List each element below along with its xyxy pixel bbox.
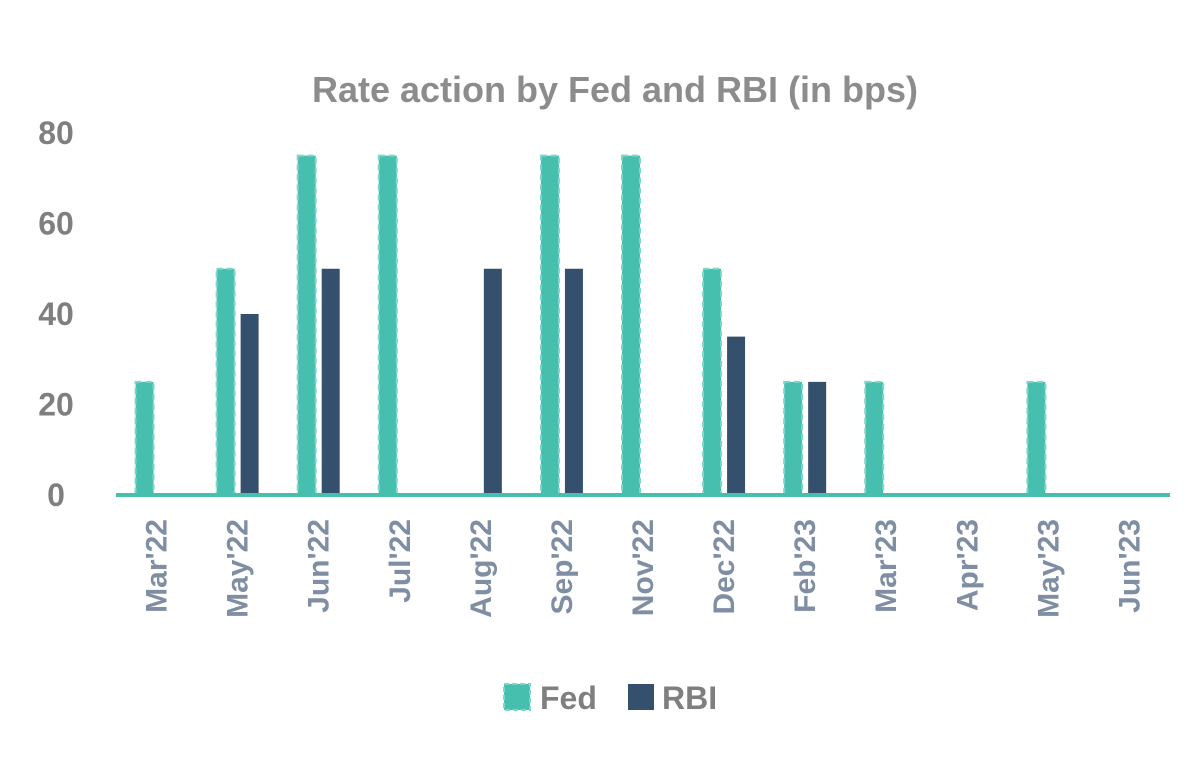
bars <box>134 154 1047 496</box>
x-tick-label: Apr'23 <box>951 519 984 611</box>
x-tick-label: Jul'22 <box>384 519 417 603</box>
y-tick-label: 0 <box>47 477 65 513</box>
bar-rbi <box>321 268 340 495</box>
bar-fed <box>134 380 155 496</box>
x-tick-label: May'23 <box>1032 519 1065 618</box>
bar-rbi <box>483 268 502 495</box>
y-tick-label: 80 <box>38 115 74 151</box>
legend-label-rbi: RBI <box>662 680 717 716</box>
bar-rbi <box>727 336 746 495</box>
x-tick-label: Mar'23 <box>870 519 903 613</box>
bar-fed <box>539 154 560 496</box>
x-tick-label: May'22 <box>222 519 255 618</box>
bar-fed <box>377 154 398 496</box>
bar-fed <box>864 380 885 496</box>
legend-swatch-fed <box>503 683 531 711</box>
x-tick-label: Mar'22 <box>141 519 174 613</box>
bar-fed <box>215 267 236 496</box>
bar-rbi <box>564 268 583 495</box>
x-tick-label: Dec'22 <box>708 519 741 615</box>
x-tick-label: Jun'22 <box>303 519 336 613</box>
legend-label-fed: Fed <box>540 680 597 716</box>
x-axis-ticks: Mar'22 May'22 Jun'22 Jul'22 Aug'22 Sep'22 Nov'… <box>141 519 1147 618</box>
bar-fed <box>1026 380 1047 496</box>
bar-fed <box>621 154 641 496</box>
bar-fed <box>783 380 804 496</box>
x-tick-label: Feb'23 <box>789 519 822 613</box>
legend: Fed RBI <box>503 680 717 716</box>
x-tick-label: Nov'22 <box>627 519 660 616</box>
legend-swatch-rbi <box>628 684 654 710</box>
bar-fed <box>296 154 317 496</box>
x-tick-label: Sep'22 <box>546 519 579 615</box>
y-tick-label: 40 <box>38 296 74 332</box>
bar-rbi <box>240 314 259 495</box>
y-tick-label: 60 <box>38 206 74 242</box>
y-axis-ticks: 0 20 40 60 80 <box>38 115 74 513</box>
x-tick-label: Aug'22 <box>465 519 498 618</box>
bar-fed <box>702 267 723 496</box>
chart-title: Rate action by Fed and RBI (in bps) <box>312 69 918 110</box>
x-tick-label: Jun'23 <box>1113 519 1146 613</box>
y-tick-label: 20 <box>38 387 74 423</box>
bar-rbi <box>808 381 827 495</box>
